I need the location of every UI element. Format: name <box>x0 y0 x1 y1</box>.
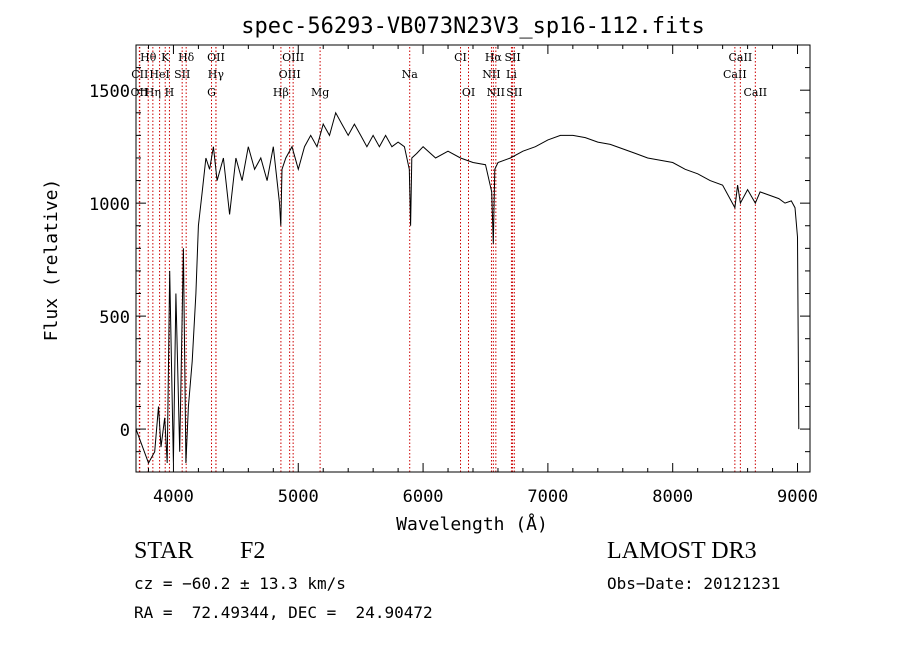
line-label: CI <box>454 51 467 64</box>
spectrum-line <box>135 111 800 465</box>
line-label: SII <box>504 51 520 64</box>
line-label: OII <box>207 51 225 64</box>
line-label: HeI <box>149 68 169 81</box>
x-axis-label: Wavelength (Å) <box>396 513 548 535</box>
y-tick-label: 1500 <box>89 82 130 102</box>
x-tick-label: 7000 <box>527 487 568 507</box>
spectral-line-markers <box>138 47 756 472</box>
line-label: K <box>161 51 170 64</box>
line-label: Hδ <box>178 51 195 64</box>
object-class: STAR <box>134 538 194 564</box>
x-tick-label: 9000 <box>777 487 818 507</box>
chart-title: spec-56293-VB073N23V3_sp16-112.fits <box>241 14 705 39</box>
line-label: NII <box>487 86 505 99</box>
y-tick-label: 0 <box>120 421 130 441</box>
line-label: OIII <box>279 68 301 81</box>
x-tick-label: 6000 <box>403 487 444 507</box>
line-label: CaII <box>723 68 747 81</box>
y-tick-label: 500 <box>99 308 130 328</box>
y-axis-label: Flux (relative) <box>41 179 62 342</box>
line-label: Na <box>402 68 419 81</box>
line-label: Li <box>506 68 517 81</box>
line-label: SII <box>506 86 522 99</box>
line-label: Hβ <box>273 86 289 99</box>
plot-frame <box>135 44 811 473</box>
line-label: NII <box>482 68 500 81</box>
line-label: Hθ <box>140 51 157 64</box>
line-label: Hη <box>145 86 161 99</box>
line-label: H <box>165 86 175 99</box>
line-label: Hγ <box>208 68 225 81</box>
observation-date: Obs−Date: 20121231 <box>607 574 781 593</box>
survey-name: LAMOST DR3 <box>607 538 757 564</box>
line-label: Mg <box>311 86 329 99</box>
line-label: CaII <box>729 51 753 64</box>
x-tick-label: 8000 <box>652 487 693 507</box>
line-label: G <box>207 86 216 99</box>
line-label: OI <box>462 86 475 99</box>
spectral-subclass: F2 <box>240 538 266 564</box>
coordinates-readout: RA = 72.49344, DEC = 24.90472 <box>134 603 433 622</box>
line-label: CaII <box>743 86 767 99</box>
y-tick-label: 1000 <box>89 195 130 215</box>
redshift-readout: cz = −60.2 ± 13.3 km/s <box>134 574 346 593</box>
x-tick-label: 5000 <box>278 487 319 507</box>
x-tick-label: 4000 <box>153 487 194 507</box>
spectrum-plot: spec-56293-VB073N23V3_sp16-112.fits Hθ K H… <box>41 14 818 535</box>
line-label: OIII <box>282 51 304 64</box>
line-label: Hα <box>485 51 503 64</box>
x-axis-ticks: 4000 5000 6000 7000 8000 9000 <box>147 45 818 507</box>
y-axis-ticks: 0 500 1000 1500 <box>89 44 810 453</box>
line-label: SII <box>174 68 190 81</box>
line-label: OII <box>131 86 149 99</box>
line-label: CII <box>131 68 148 81</box>
